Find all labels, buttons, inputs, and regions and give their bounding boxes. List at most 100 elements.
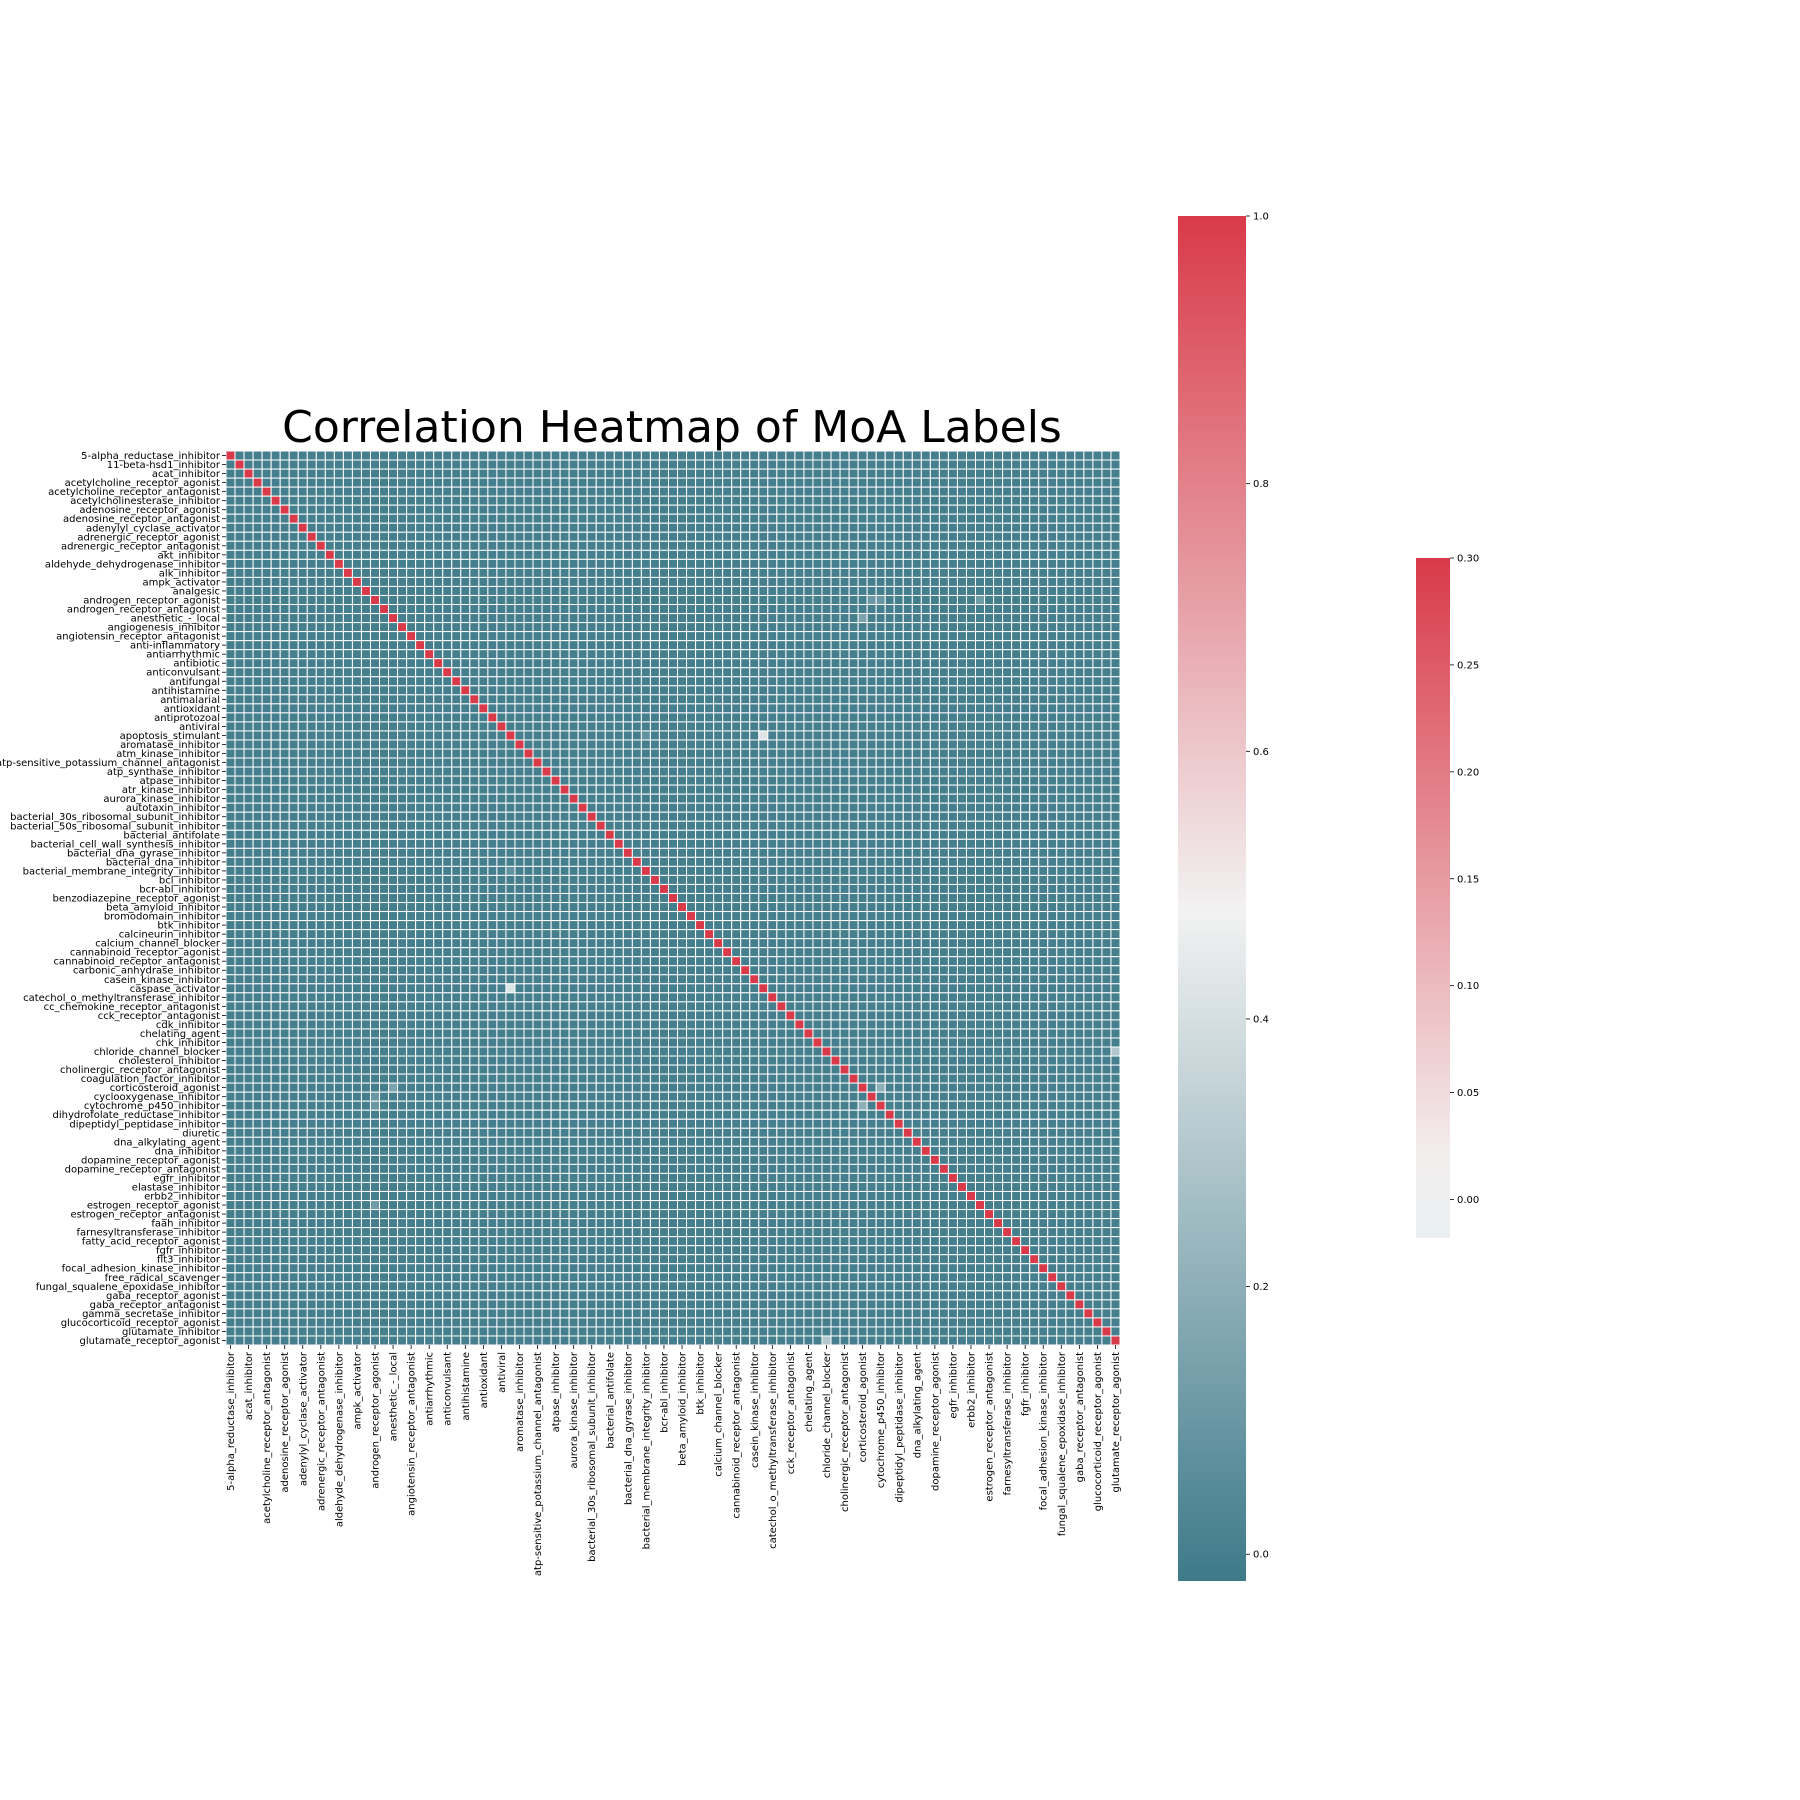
heatmap-cell [270, 522, 281, 533]
heatmap-cell [749, 667, 760, 678]
heatmap-cell [297, 793, 308, 804]
heatmap-cell [857, 468, 868, 479]
heatmap-cell [984, 811, 995, 822]
heatmap-cell [713, 892, 724, 904]
heatmap-cell [956, 640, 967, 651]
heatmap-cell [532, 847, 543, 858]
heatmap-cell [677, 883, 688, 894]
heatmap-cell [776, 820, 787, 831]
heatmap-cell [586, 540, 597, 551]
heatmap-cell [731, 883, 742, 894]
heatmap-cell [577, 883, 588, 894]
heatmap-cell [424, 459, 435, 470]
heatmap-cell [351, 613, 362, 624]
heatmap-cell [947, 594, 958, 606]
heatmap-cell [893, 513, 904, 524]
heatmap-cell [857, 504, 868, 515]
heatmap-cell [288, 450, 299, 461]
heatmap-cell [1074, 604, 1085, 615]
heatmap-cell [649, 522, 660, 533]
heatmap-cell [306, 549, 317, 560]
heatmap-cell [866, 640, 877, 651]
heatmap-cell [342, 558, 353, 569]
heatmap-cell [920, 631, 931, 642]
heatmap-cell [875, 865, 886, 876]
heatmap-cell [622, 594, 633, 606]
heatmap-cell [1110, 558, 1121, 569]
heatmap-cell [342, 649, 353, 660]
heatmap-cell [505, 802, 516, 813]
heatmap-cell [938, 820, 949, 831]
heatmap-cell [622, 667, 633, 678]
heatmap-cell [667, 685, 679, 696]
heatmap-cell [749, 649, 760, 660]
heatmap-cell [704, 712, 715, 723]
heatmap-cell [424, 658, 435, 669]
heatmap-cell [640, 748, 651, 759]
heatmap-cell [406, 856, 417, 867]
heatmap-cell [640, 802, 651, 813]
heatmap-cell [686, 604, 697, 615]
heatmap-cell [911, 640, 922, 651]
heatmap-cell [415, 531, 426, 542]
heatmap-cell [288, 838, 299, 849]
heatmap-cell [613, 631, 624, 642]
heatmap-cell [351, 567, 362, 578]
heatmap-cell [884, 667, 895, 678]
heatmap-cell [559, 892, 570, 904]
heatmap-cell [270, 613, 281, 624]
heatmap-cell [1029, 585, 1040, 596]
heatmap-cell [658, 865, 669, 876]
heatmap-cell [758, 558, 769, 569]
heatmap-cell [911, 892, 922, 904]
heatmap-cell [812, 540, 823, 551]
heatmap-cell [541, 658, 552, 669]
heatmap-cell [704, 486, 715, 497]
heatmap-cell [406, 504, 417, 515]
heatmap-cell [1065, 874, 1076, 885]
heatmap-cell [469, 766, 480, 777]
heatmap-cell [324, 902, 335, 913]
heatmap-cell [857, 585, 868, 596]
heatmap-cell [830, 856, 841, 867]
heatmap-cell [541, 748, 552, 759]
heatmap-cell [848, 468, 859, 479]
heatmap-cell [740, 730, 751, 741]
heatmap-cell [830, 757, 841, 768]
heatmap-cell [252, 685, 263, 696]
heatmap-cell [956, 874, 967, 885]
heatmap-cell [1065, 775, 1076, 786]
heatmap-cell [586, 622, 597, 633]
heatmap-cell [965, 459, 977, 470]
heatmap-cell [947, 504, 958, 515]
heatmap-cell [315, 784, 326, 795]
heatmap-cell [794, 883, 805, 894]
heatmap-cell [261, 622, 272, 633]
heatmap-cell [1038, 757, 1049, 768]
heatmap-cell [857, 558, 868, 569]
heatmap-cell [884, 513, 895, 524]
heatmap-cell [613, 640, 624, 651]
heatmap-cell [333, 802, 344, 813]
heatmap-cell [415, 902, 426, 913]
heatmap-cell [342, 495, 353, 506]
heatmap-cell [1047, 549, 1058, 560]
heatmap-cell [505, 721, 516, 732]
heatmap-cell [947, 757, 958, 768]
heatmap-cell [767, 739, 778, 750]
heatmap-cell [415, 694, 426, 705]
heatmap-cell [505, 820, 516, 831]
heatmap-cell [695, 585, 706, 596]
heatmap-cell [984, 459, 995, 470]
heatmap-cell [875, 829, 886, 840]
heatmap-cell [595, 459, 606, 470]
heatmap-cell [722, 676, 733, 687]
heatmap-cell [866, 658, 877, 669]
heatmap-cell [333, 793, 344, 804]
heatmap-cell [1038, 567, 1049, 578]
heatmap-cell [306, 739, 317, 750]
heatmap-cell [604, 613, 615, 624]
heatmap-cell [324, 820, 335, 831]
heatmap-cell [1011, 757, 1022, 768]
heatmap-cell [252, 856, 263, 867]
